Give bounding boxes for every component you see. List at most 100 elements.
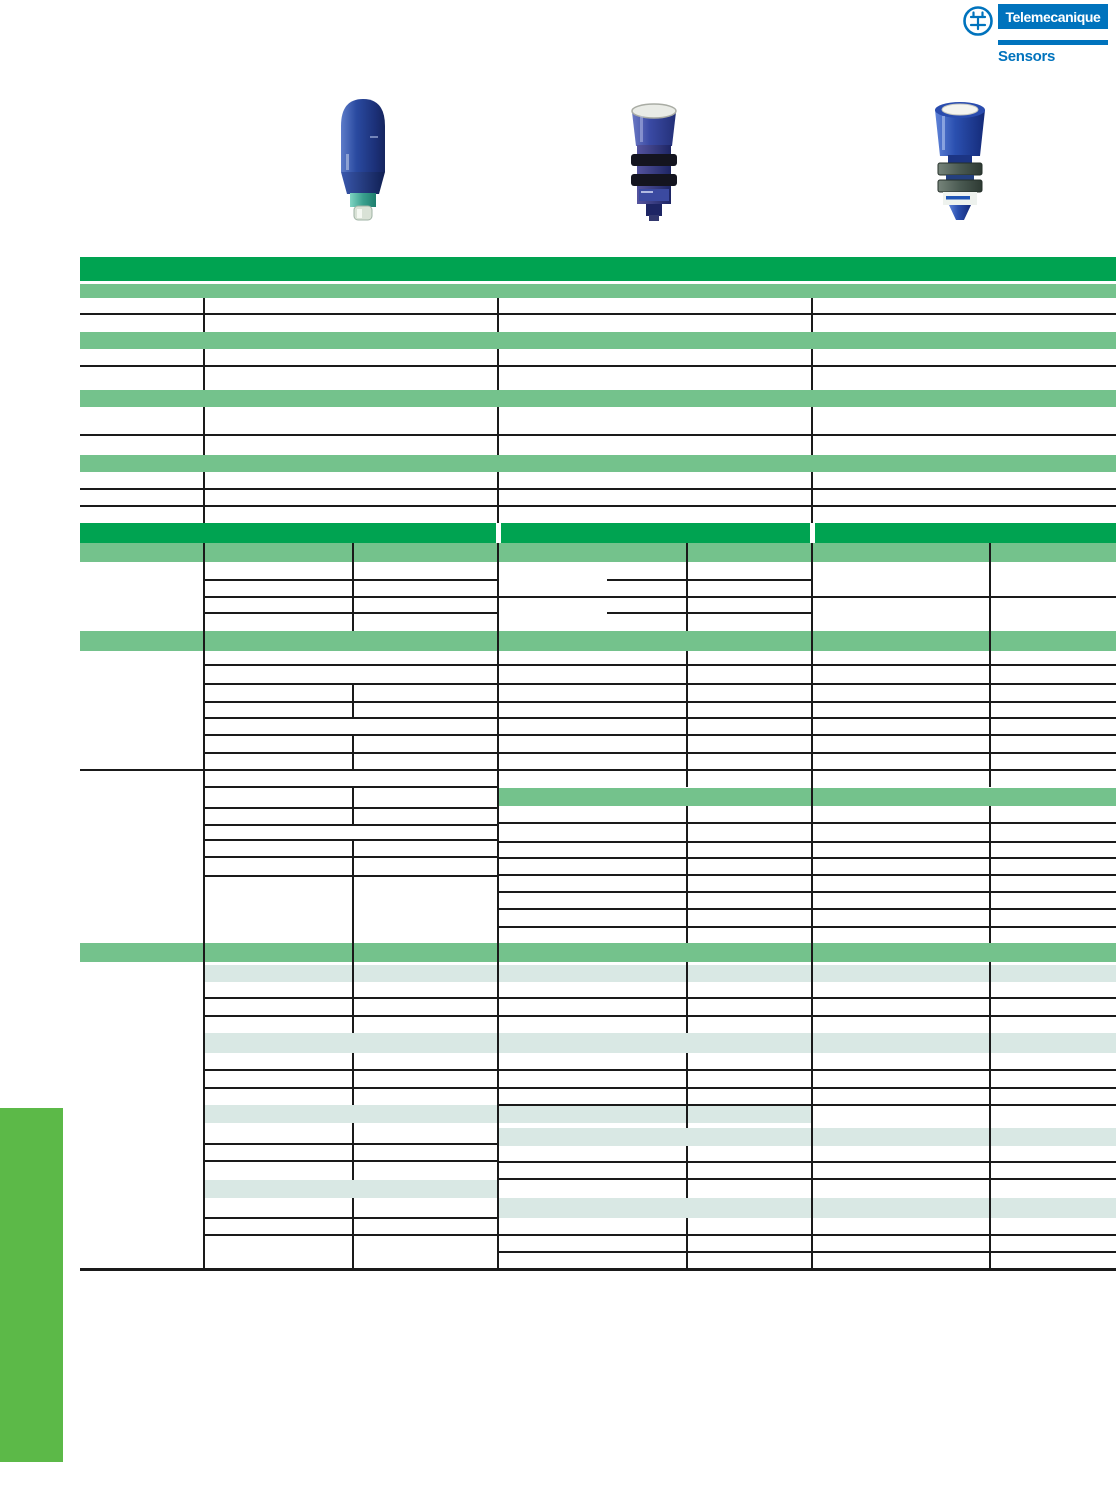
logo-underline <box>998 40 1108 45</box>
grid-hline <box>607 579 812 581</box>
grid-hline <box>204 664 1116 666</box>
grid-vline <box>203 472 205 523</box>
grid-vline <box>686 962 688 1033</box>
grid-vline <box>811 543 813 1268</box>
table-band-light <box>80 543 1116 562</box>
grid-vline <box>989 543 991 787</box>
grid-hline <box>204 824 498 826</box>
grid-hline <box>204 1234 498 1236</box>
grid-hline <box>204 579 498 581</box>
grid-hline <box>204 1143 498 1145</box>
grid-hline <box>498 822 1116 824</box>
grid-hline <box>80 505 1116 507</box>
sensor-photo-3 <box>935 102 985 220</box>
grid-vline <box>989 962 991 1268</box>
table-band-dark <box>80 257 1116 281</box>
grid-hline <box>204 701 1116 703</box>
grid-hline <box>607 612 812 614</box>
grid-vline <box>497 543 499 1268</box>
grid-vline <box>497 298 499 332</box>
table-bottom-border <box>80 1268 1116 1271</box>
grid-vline <box>497 472 499 523</box>
grid-vline <box>352 1053 354 1105</box>
grid-vline <box>686 1146 688 1198</box>
grid-vline <box>352 543 354 631</box>
grid-vline <box>352 1123 354 1180</box>
grid-hline <box>204 875 498 877</box>
grid-hline <box>204 856 498 858</box>
grid-vline <box>203 349 205 390</box>
grid-vline <box>686 806 688 943</box>
grid-hline <box>204 807 498 809</box>
brand-sub-name: Sensors <box>998 48 1056 65</box>
grid-hline <box>204 683 1116 685</box>
grid-vline <box>203 543 205 1268</box>
grid-hline <box>498 926 1116 928</box>
grid-vline <box>811 298 813 332</box>
grid-hline <box>204 997 498 999</box>
grid-hline <box>498 1161 1116 1163</box>
grid-hline <box>204 1087 498 1089</box>
table-band-light <box>80 332 1116 349</box>
grid-hline <box>204 1015 498 1017</box>
table-band-pale <box>204 965 1116 982</box>
grid-hline <box>204 612 498 614</box>
table-band-pale <box>204 1105 812 1123</box>
grid-hline <box>204 734 1116 736</box>
grid-hline <box>498 1234 1116 1236</box>
grid-hline <box>204 786 498 788</box>
brand-logo: Telemecanique Sensors <box>962 4 1112 65</box>
grid-vline <box>811 349 813 390</box>
grid-hline <box>204 596 1116 598</box>
table-band-light <box>80 631 1116 651</box>
brand-name: Telemecanique <box>998 4 1108 29</box>
grid-vline <box>811 472 813 523</box>
grid-hline <box>498 997 1116 999</box>
table-band-pale <box>204 1180 498 1198</box>
grid-hline <box>80 434 1116 436</box>
table-band-pale <box>204 1033 1116 1053</box>
grid-hline <box>498 857 1116 859</box>
grid-vline <box>811 407 813 455</box>
grid-hline <box>498 1087 1116 1089</box>
table-band-dark <box>80 523 1116 543</box>
grid-hline <box>498 874 1116 876</box>
table-band-light <box>498 788 1116 806</box>
grid-vline <box>686 651 688 787</box>
table-band-light <box>80 943 1116 962</box>
grid-hline <box>498 1015 1116 1017</box>
grid-vline <box>352 840 354 1033</box>
grid-vline <box>686 543 688 631</box>
grid-hline <box>498 1251 1116 1253</box>
grid-vline <box>686 1218 688 1268</box>
grid-hline <box>80 313 1116 315</box>
grid-hline <box>498 908 1116 910</box>
grid-vline <box>989 806 991 943</box>
table-band-light <box>80 455 1116 472</box>
grid-hline <box>204 1069 498 1071</box>
grid-vline <box>352 787 354 825</box>
table-band-pale <box>498 1198 1116 1218</box>
grid-hline <box>204 1160 498 1162</box>
grid-hline <box>80 769 1116 771</box>
grid-vline <box>497 407 499 455</box>
grid-hline <box>498 841 1116 843</box>
grid-vline <box>686 1053 688 1128</box>
grid-vline <box>352 684 354 718</box>
grid-hline <box>80 488 1116 490</box>
sensor-photo-1 <box>341 99 385 221</box>
telemecanique-circle-icon <box>963 6 993 36</box>
sensor-photo-2 <box>631 103 677 221</box>
grid-hline <box>204 752 1116 754</box>
grid-hline <box>204 839 498 841</box>
grid-vline <box>352 735 354 770</box>
grid-hline <box>204 717 1116 719</box>
grid-hline <box>498 1069 1116 1071</box>
table-band-light <box>80 284 1116 298</box>
grid-hline <box>80 365 1116 367</box>
table-band-pale <box>498 1128 1116 1146</box>
table-band-light <box>80 390 1116 407</box>
grid-hline <box>498 891 1116 893</box>
band-white-gap <box>810 523 815 543</box>
